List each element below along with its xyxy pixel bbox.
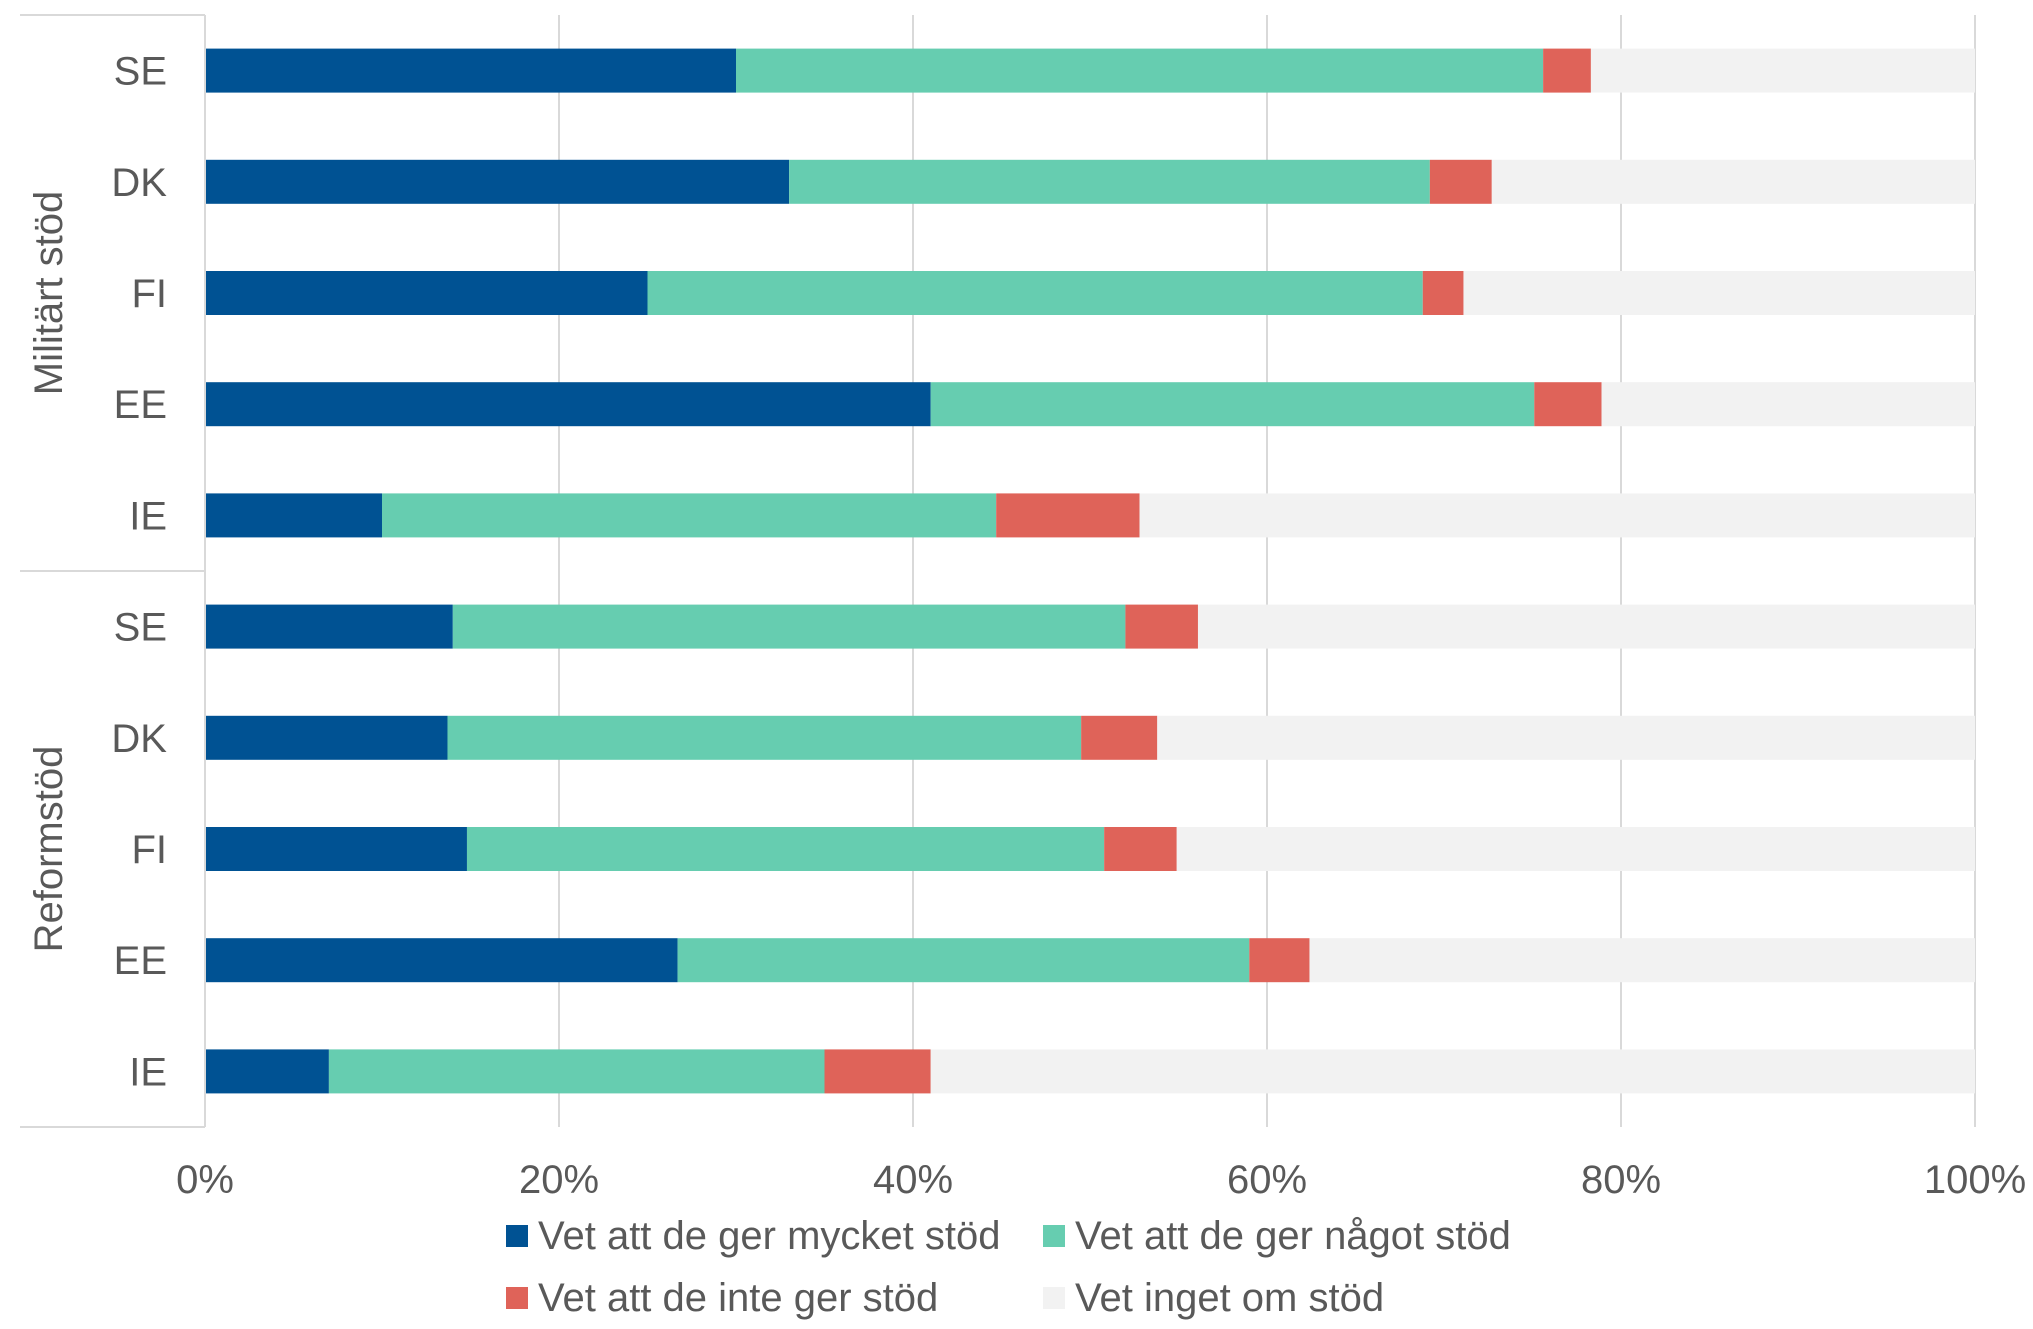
x-tick-label: 0% — [176, 1158, 234, 1202]
category-label: EE — [114, 939, 167, 983]
bar-segment-3 — [1543, 48, 1591, 93]
category-label: FI — [131, 272, 167, 316]
legend-label: Vet inget om stöd — [1075, 1276, 1384, 1320]
bar-segment-2 — [466, 827, 1105, 871]
category-label: SE — [114, 50, 167, 94]
legend: Vet att de ger mycket stöd Vet att de ger… — [506, 1214, 1511, 1320]
bar-segment-3 — [996, 493, 1140, 538]
bar-segment-4 — [930, 1049, 1976, 1094]
bar-segment-1 — [205, 827, 467, 871]
bar-segment-1 — [205, 604, 453, 649]
bar-segment-4 — [1157, 715, 1975, 760]
bar-segment-3 — [1422, 271, 1464, 315]
bar-segment-4 — [1590, 48, 1975, 93]
bar-segment-3 — [1104, 827, 1177, 871]
bar-segment-3 — [1249, 938, 1310, 983]
legend-swatch — [506, 1287, 528, 1309]
bar-segment-4 — [1491, 159, 1975, 204]
bar-segment-4 — [1176, 827, 1975, 871]
bar-segment-1 — [205, 1049, 329, 1094]
bar-segment-3 — [1534, 382, 1602, 427]
category-label: EE — [114, 383, 167, 427]
legend-label: Vet att de ger något stöd — [1075, 1214, 1511, 1258]
legend-label: Vet att de inte ger stöd — [538, 1276, 938, 1320]
bar-segment-2 — [677, 938, 1250, 983]
category-label: IE — [129, 494, 167, 538]
bar-segment-1 — [205, 382, 931, 427]
group-label: Reformstöd — [27, 746, 71, 953]
bar-segment-1 — [205, 938, 678, 983]
bar-segment-2 — [930, 382, 1535, 427]
bar-segment-1 — [205, 715, 448, 760]
category-label: DK — [111, 717, 167, 761]
x-tick-label: 60% — [1227, 1158, 1307, 1202]
bar-segment-1 — [205, 493, 382, 538]
group-labels: Militärt stöd Reformstöd — [27, 191, 71, 953]
bar-segment-4 — [1139, 493, 1975, 538]
bar-segment-3 — [1081, 715, 1158, 760]
x-axis-ticks: 0% 20% 40% 60% 80% 100% — [176, 1158, 2026, 1202]
bar-segment-3 — [1429, 159, 1492, 204]
bar-segment-2 — [328, 1049, 825, 1094]
bar-segment-2 — [382, 493, 997, 538]
bar-segment-3 — [1125, 604, 1198, 649]
x-tick-label: 100% — [1924, 1158, 2026, 1202]
bar-segment-4 — [1309, 938, 1975, 983]
x-tick-label: 40% — [873, 1158, 953, 1202]
category-axis: SE DK FI EE IE SE DK FI EE IE — [20, 14, 206, 1128]
category-label: IE — [129, 1050, 167, 1094]
legend-swatch — [506, 1225, 528, 1247]
bar-segment-4 — [1463, 271, 1975, 315]
bars — [205, 48, 1976, 1094]
x-tick-label: 20% — [519, 1158, 599, 1202]
bar-segment-1 — [205, 159, 790, 204]
bar-segment-2 — [452, 604, 1126, 649]
legend-label: Vet att de ger mycket stöd — [538, 1214, 1000, 1258]
bar-segment-3 — [824, 1049, 931, 1094]
bar-segment-2 — [447, 715, 1082, 760]
bar-segment-1 — [205, 271, 648, 315]
bar-segment-2 — [736, 48, 1544, 93]
bar-segment-2 — [789, 159, 1430, 204]
bar-segment-1 — [205, 48, 736, 93]
x-tick-label: 80% — [1581, 1158, 1661, 1202]
bar-segment-4 — [1601, 382, 1975, 427]
bar-segment-2 — [647, 271, 1423, 315]
legend-swatch — [1043, 1287, 1065, 1309]
category-label: SE — [114, 606, 167, 650]
legend-swatch — [1043, 1225, 1065, 1247]
group-label: Militärt stöd — [27, 191, 71, 396]
category-label: DK — [111, 161, 167, 205]
category-label: FI — [131, 828, 167, 872]
bar-segment-4 — [1197, 604, 1975, 649]
